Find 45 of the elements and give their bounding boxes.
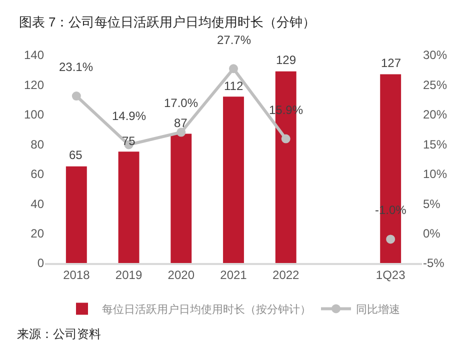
bar (118, 152, 140, 263)
y-tick-label: 100 (24, 108, 44, 122)
data-label: 27.7% (217, 33, 252, 47)
y2-tick-label: -5% (423, 256, 445, 270)
y2-tick-label: 15% (423, 137, 448, 152)
data-label: 14.9% (112, 109, 146, 123)
x-tick-label: 2022 (272, 268, 300, 282)
chart-title: 图表 7：公司每位日活跃用户日均使用时长（分钟） (18, 14, 316, 30)
y2-tick-label: 0% (423, 226, 441, 240)
data-label: 112 (224, 79, 244, 93)
data-label: 23.1% (59, 60, 94, 74)
y-tick-label: 60 (30, 167, 44, 182)
point (386, 234, 396, 244)
bar (223, 96, 244, 263)
y2-tick-label: 20% (423, 108, 448, 122)
x-tick-label: 2018 (63, 268, 90, 282)
data-label: 87 (174, 116, 188, 130)
y2-tick-label: 30% (423, 48, 448, 62)
source-note: 来源：公司资料 (17, 327, 101, 341)
y-tick-label: 40 (30, 196, 44, 211)
bar (170, 134, 192, 263)
y2-tick-label: 25% (423, 78, 448, 92)
x-tick-label: 2020 (168, 268, 195, 282)
legend-label: 每位日活跃用户日均使用时长（按分钟计） (102, 302, 311, 316)
bar (66, 166, 87, 263)
y-tick-label: 80 (30, 137, 44, 152)
point (229, 64, 238, 74)
y-tick-label: 20 (30, 226, 44, 240)
data-label: 127 (381, 56, 402, 70)
x-tick-label: 2021 (220, 268, 248, 282)
y-tick-label: 0 (37, 256, 44, 270)
y-tick-label: 120 (24, 78, 44, 92)
x-tick-label: 1Q23 (376, 268, 406, 282)
point (176, 128, 186, 137)
point (281, 134, 290, 144)
x-tick-label: 2019 (115, 268, 142, 282)
data-label: 17.0% (164, 96, 198, 110)
legend-label: 同比增速 (356, 302, 400, 316)
y2-tick-label: 5% (423, 196, 441, 211)
data-label: 65 (69, 148, 83, 162)
y2-tick-label: 10% (423, 167, 448, 182)
data-label: 75 (122, 134, 136, 148)
point (72, 92, 81, 101)
y-tick-label: 140 (24, 48, 44, 62)
data-label: 129 (276, 53, 296, 67)
